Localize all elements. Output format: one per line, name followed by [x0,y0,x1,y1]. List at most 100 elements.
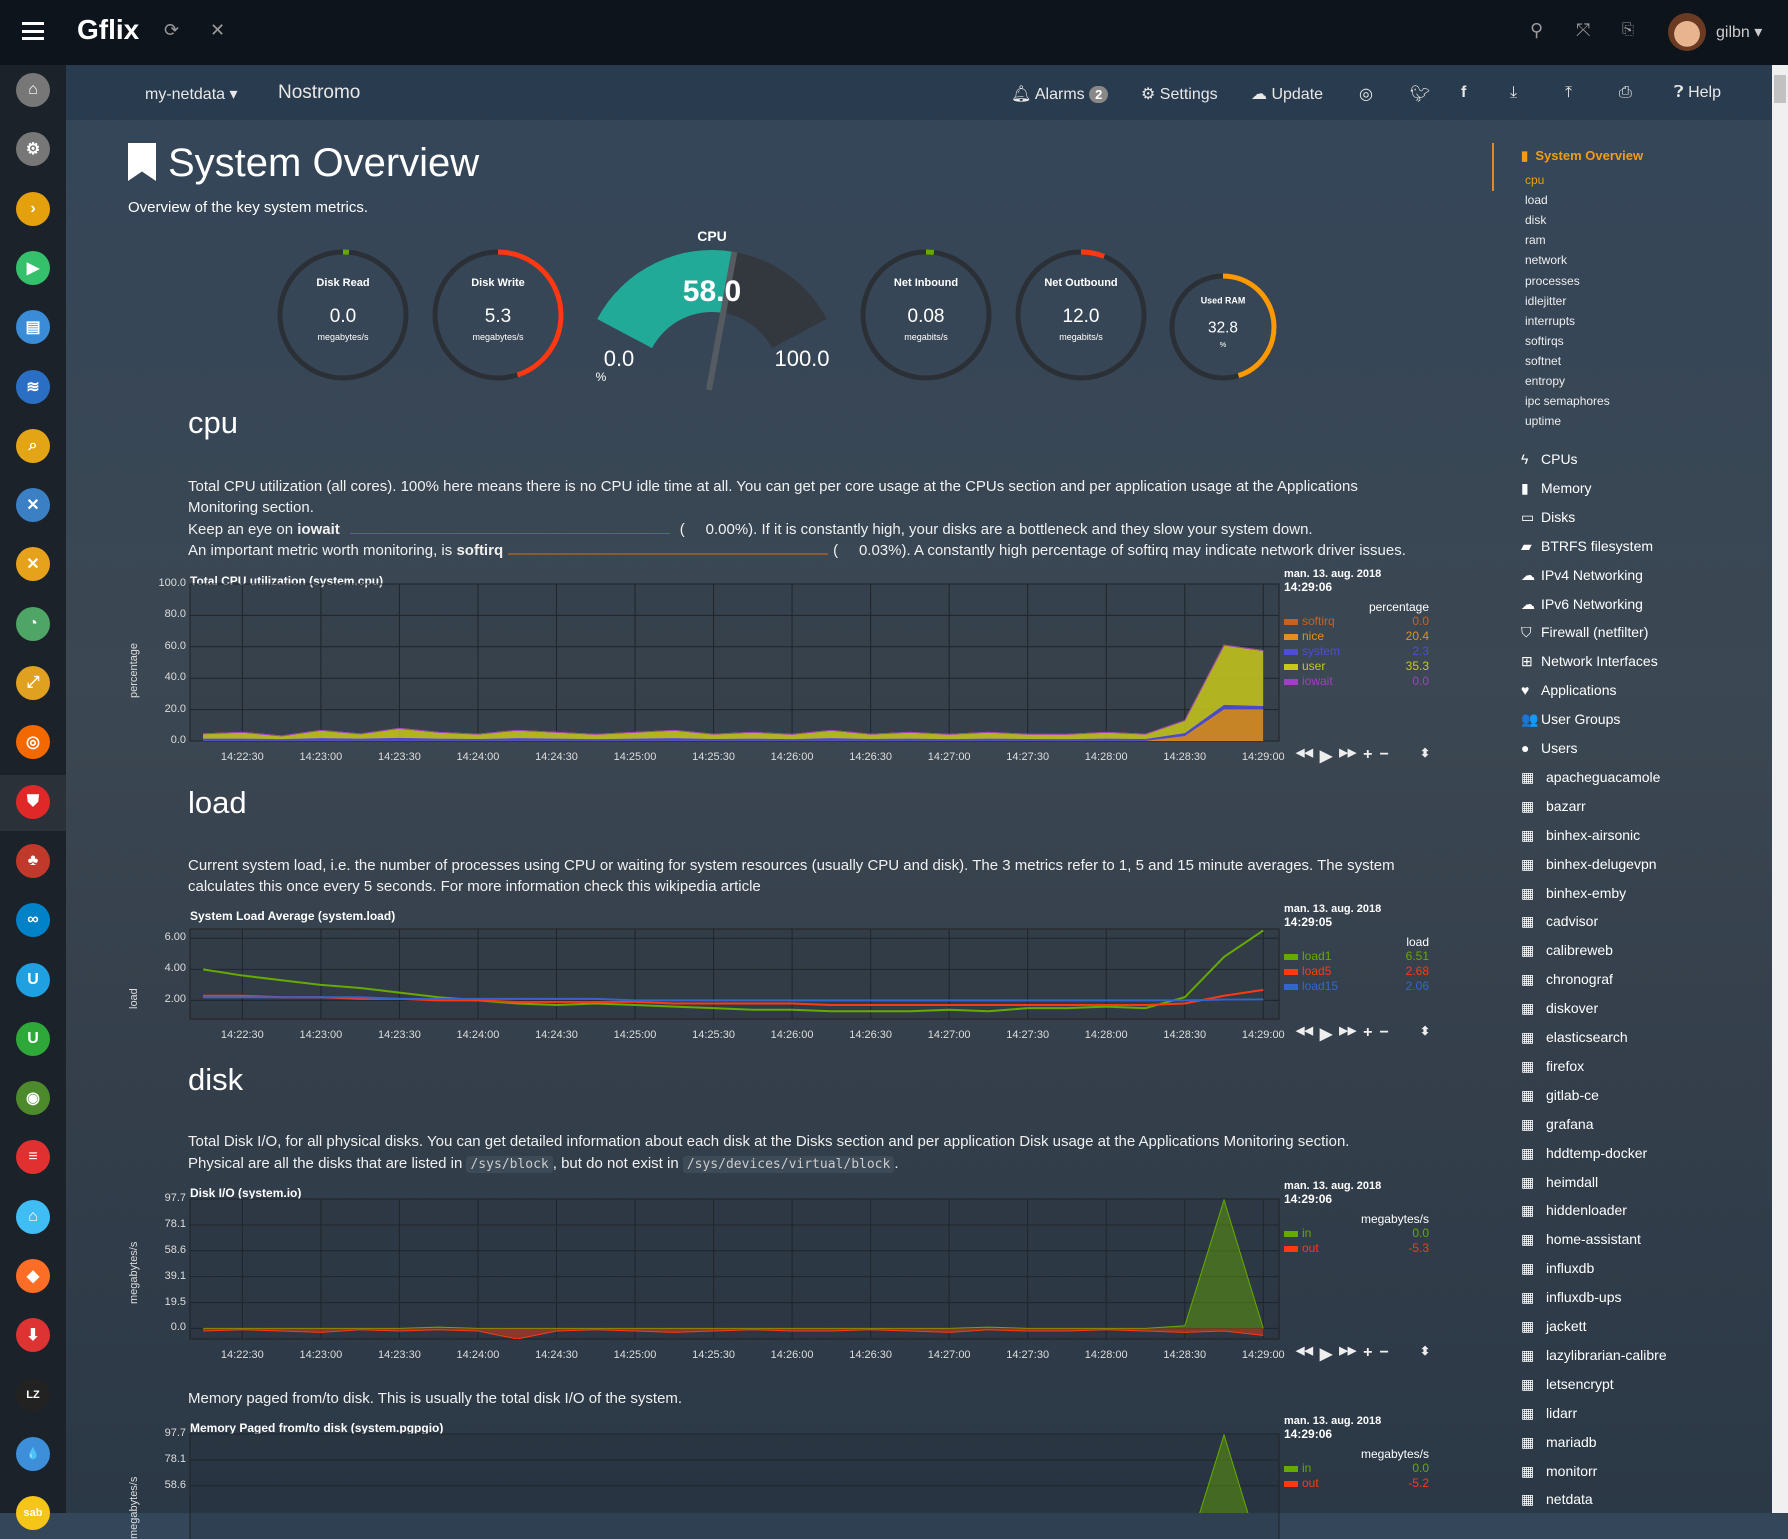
toc-group-letsencrypt[interactable]: ▦ letsencrypt [1521,1375,1614,1392]
toc-sub-idlejitter[interactable]: idlejitter [1525,293,1567,308]
toc-group-memory[interactable]: ▮ Memory [1521,479,1592,496]
nextcloud-icon[interactable]: ∞ [16,903,50,938]
menu-icon[interactable] [22,22,44,40]
toc-group-mariadb[interactable]: ▦ mariadb [1521,1433,1597,1450]
toc-group-calibreweb[interactable]: ▦ calibreweb [1521,942,1613,959]
toc-sub-interrupts[interactable]: interrupts [1525,313,1576,328]
netdata-icon[interactable]: ♣ [16,843,50,878]
toc-group-influxdb-ups[interactable]: ▦ influxdb-ups [1521,1289,1622,1306]
toc-group-influxdb[interactable]: ▦ influxdb [1521,1260,1595,1277]
toc-sub-cpu[interactable]: cpu [1525,173,1545,187]
settings-button[interactable]: ⚙ Settings [1141,84,1218,104]
toc-sub-softnet[interactable]: softnet [1525,353,1562,368]
zoom-out-button[interactable]: − [1379,1024,1389,1041]
gauge-disk-read[interactable]: Disk Read 0.0 megabytes/s [277,249,409,381]
play-button[interactable]: ▶ [1319,748,1333,765]
facebook-icon[interactable]: f [1461,84,1467,101]
zoom-in-button[interactable]: + [1363,1344,1373,1361]
toc-group-diskover[interactable]: ▦ diskover [1521,1000,1599,1017]
brand[interactable]: Gflix [77,14,140,45]
toc-group-user-groups[interactable]: 👥 User Groups [1521,711,1621,728]
pan-left-button[interactable]: ◀◀ [1296,747,1313,759]
legend-item-system[interactable]: system 2.3 [1284,644,1429,659]
legend-item-load5[interactable]: load5 2.68 [1284,964,1429,979]
toc-sub-ipc-semaphores[interactable]: ipc semaphores [1525,394,1610,409]
pan-left-button[interactable]: ◀◀ [1296,1025,1313,1037]
toc-group-lidarr[interactable]: ▦ lidarr [1521,1404,1578,1421]
tautulli-icon[interactable]: ◔ [16,606,50,641]
gauge-used-ram[interactable]: Used RAM 32.8% [1169,273,1277,381]
lidarr-icon[interactable]: ≡ [16,1140,50,1175]
refresh-icon[interactable]: ⟳ [164,20,180,40]
legend-item-in[interactable]: in 0.0 [1284,1461,1429,1476]
legend-item-out[interactable]: out -5.2 [1284,1476,1429,1491]
pan-right-button[interactable]: ▶▶ [1339,1345,1357,1357]
play-button[interactable]: ▶ [1319,1026,1333,1043]
toc-item-system-overview[interactable]: ▮ System Overview [1521,148,1644,163]
gitlab-icon[interactable]: ◆ [16,1259,50,1293]
scrollbar[interactable] [1772,65,1788,1513]
fullscreen-icon[interactable]: ⤧ [1576,20,1591,40]
toc-group-btrfs-filesystem[interactable]: ▰ BTRFS filesystem [1521,537,1654,554]
legend-item-softirq[interactable]: softirq 0.0 [1284,614,1429,629]
pan-left-button[interactable]: ◀◀ [1296,1345,1313,1357]
toc-group-disks[interactable]: ▭ Disks [1521,508,1576,525]
shield-icon[interactable]: ⛊ [16,784,50,819]
toc-group-firewall-netfilter-[interactable]: ⛉ Firewall (netfilter) [1521,624,1649,641]
translate-icon[interactable]: ⎘ [1622,21,1635,38]
resize-handle[interactable]: ⬍ [1420,746,1431,760]
github-icon[interactable]: ◎ [1359,86,1373,103]
search-icon[interactable]: ⚲ [1530,20,1544,40]
emby-icon[interactable]: ✕ [16,547,50,582]
toc-group-firefox[interactable]: ▦ firefox [1521,1057,1585,1074]
plex-icon[interactable]: › [16,191,50,226]
toc-sub-network[interactable]: network [1525,253,1568,268]
toc-group-grafana[interactable]: ▦ grafana [1521,1115,1594,1132]
close-icon[interactable]: ✕ [210,20,226,40]
pan-right-button[interactable]: ▶▶ [1339,747,1357,759]
toc-sub-disk[interactable]: disk [1525,213,1547,228]
ubooquity-icon[interactable]: U [16,1021,50,1056]
legend-item-out[interactable]: out -5.3 [1284,1241,1429,1256]
twitter-icon[interactable]: 🐦︎ [1410,86,1431,103]
resize-handle[interactable]: ⬍ [1420,1344,1431,1358]
toc-group-binhex-emby[interactable]: ▦ binhex-emby [1521,884,1627,901]
play-button[interactable]: ▶ [1319,1346,1333,1363]
upload-icon[interactable]: ⤒ [1565,84,1573,101]
toc-group-users[interactable]: ● Users [1521,740,1578,756]
alarms-button[interactable]: 🔔︎ Alarms 2 [1011,84,1109,104]
legend-item-load15[interactable]: load15 2.06 [1284,979,1429,994]
toc-group-heimdall[interactable]: ▦ heimdall [1521,1173,1599,1190]
user-menu[interactable]: gilbn ▾ [1716,24,1763,41]
grafana-icon[interactable]: ◎ [16,725,50,760]
toc-group-home-assistant[interactable]: ▦ home-assistant [1521,1231,1641,1248]
host-name[interactable]: Nostromo [278,82,361,103]
toc-group-ipv6-networking[interactable]: ☁ IPv6 Networking [1521,595,1643,612]
toc-group-ipv4-networking[interactable]: ☁ IPv4 Networking [1521,566,1643,583]
network-icon[interactable]: ⤢ [16,666,50,700]
avatar[interactable] [1668,13,1706,51]
toc-group-network-interfaces[interactable]: ⊞ Network Interfaces [1521,653,1658,670]
load-description-2[interactable]: calculates this once every 5 seconds. Fo… [188,878,761,895]
toc-sub-uptime[interactable]: uptime [1525,414,1562,429]
unifi-icon[interactable]: U [16,962,50,997]
toc-group-hiddenloader[interactable]: ▦ hiddenloader [1521,1202,1627,1219]
home-assistant-icon[interactable]: ⌂ [16,1199,50,1234]
calibre-icon[interactable]: ▤ [16,310,50,345]
drop-icon[interactable]: 💧 [16,1436,50,1471]
zoom-out-button[interactable]: − [1379,746,1389,763]
toc-group-lazylibrarian-calibre[interactable]: ▦ lazylibrarian-calibre [1521,1346,1667,1363]
lazylibrarian-icon[interactable]: LZ [16,1377,50,1412]
toc-sub-softirqs[interactable]: softirqs [1525,333,1564,348]
toc-group-elasticsearch[interactable]: ▦ elasticsearch [1521,1029,1628,1045]
zoom-in-button[interactable]: + [1363,746,1373,763]
resize-handle[interactable]: ⬍ [1420,1024,1431,1038]
zoom-in-button[interactable]: + [1363,1024,1373,1041]
settings-icon[interactable]: ⚙ [16,132,50,167]
help-button[interactable]: ❓︎ Help [1674,84,1721,102]
update-button[interactable]: ☁ Update [1251,84,1323,104]
